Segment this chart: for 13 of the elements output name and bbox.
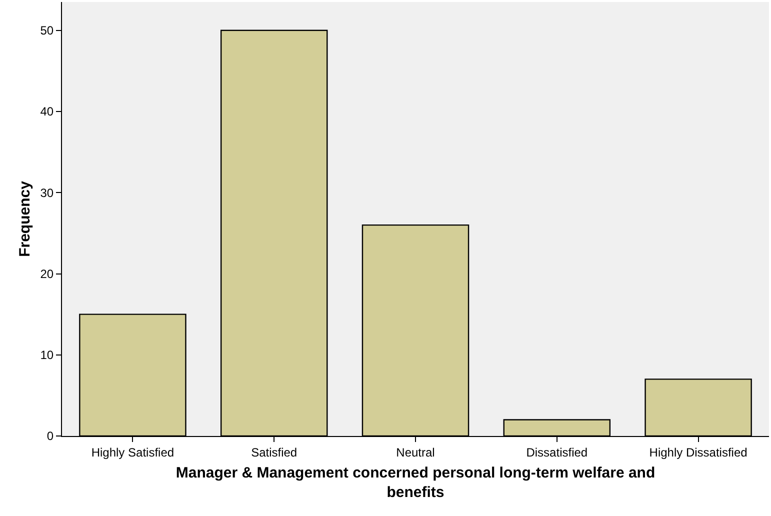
x-tick-label: Highly Satisfied [91, 445, 174, 460]
y-tick-label: 50 [40, 24, 54, 38]
y-axis-title: Frequency [16, 180, 34, 257]
y-tick-label: 0 [46, 429, 54, 444]
x-axis-title: Manager & Management concerned personal long-term welfare and benefits [176, 464, 656, 501]
y-tick-label: 40 [40, 104, 54, 119]
y-tick-label: 30 [40, 186, 54, 200]
x-tick-label: Neutral [396, 445, 435, 460]
x-tick-label: Dissatisfied [526, 445, 588, 460]
y-tick-label: 20 [40, 266, 54, 281]
y-tick-label: 10 [40, 348, 54, 362]
x-tick-label: Satisfied [251, 445, 298, 460]
x-tick-label: Highly Dissatisfied [649, 445, 748, 460]
